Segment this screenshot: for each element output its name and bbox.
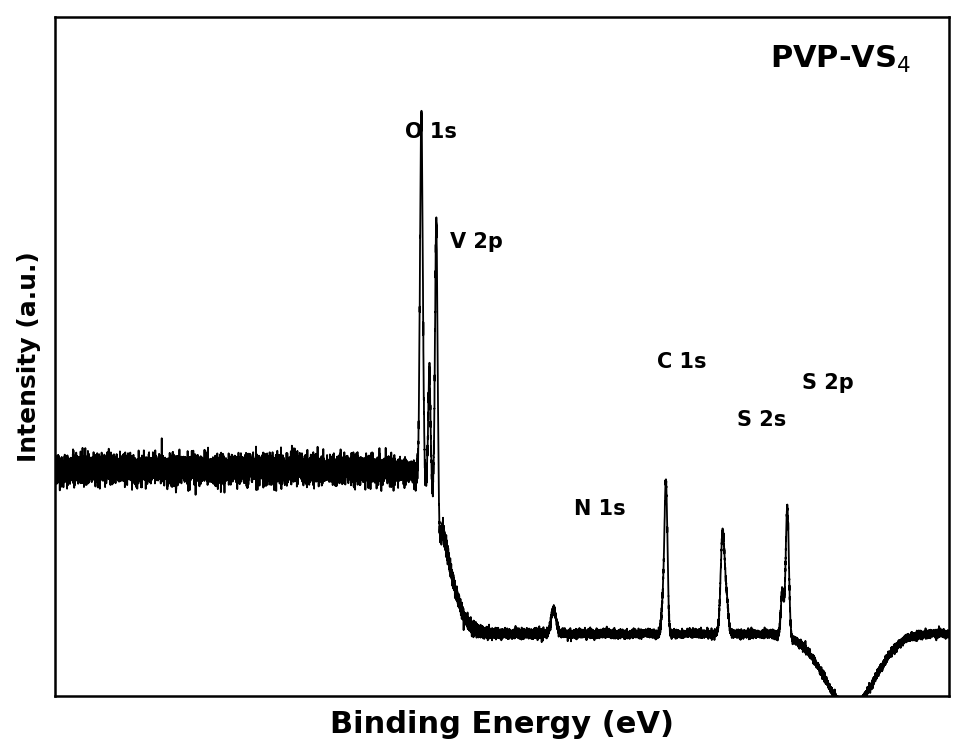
Text: S 2s: S 2s [737,410,785,429]
Text: N 1s: N 1s [574,499,625,519]
Text: PVP-VS$_4$: PVP-VS$_4$ [770,44,912,75]
Text: V 2p: V 2p [450,232,503,252]
Text: C 1s: C 1s [657,352,706,372]
Y-axis label: Intensity (a.u.): Intensity (a.u.) [16,251,41,462]
X-axis label: Binding Energy (eV): Binding Energy (eV) [330,711,674,739]
Text: O 1s: O 1s [405,122,456,142]
Text: S 2p: S 2p [802,373,854,393]
